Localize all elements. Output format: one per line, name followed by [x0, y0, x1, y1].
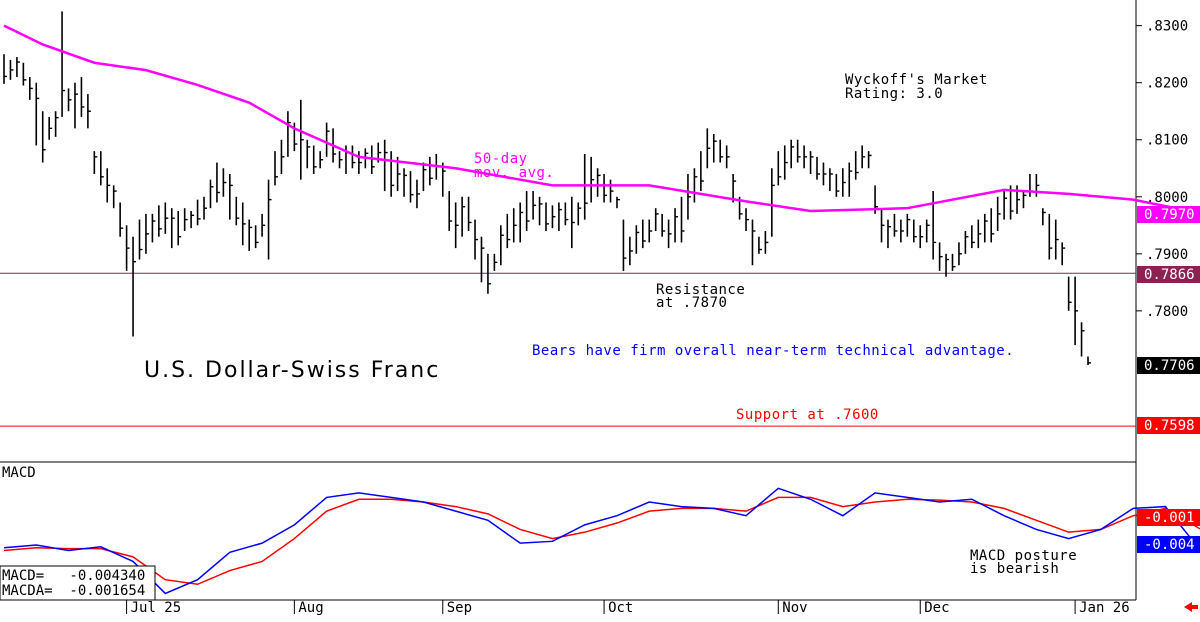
ma-price-badge: 0.7970 [1137, 206, 1200, 223]
svg-text:MACD= -0.004340: MACD= -0.004340 [2, 568, 145, 584]
svg-text:0.7866: 0.7866 [1144, 267, 1195, 283]
svg-text:MACDA= -0.001654: MACDA= -0.001654 [2, 583, 145, 599]
price-tick-label: .7900 [1146, 247, 1188, 263]
date-label: Oct [608, 600, 633, 616]
support-price-badge: 0.7598 [1137, 417, 1200, 434]
left-arrow-icon[interactable] [1184, 602, 1198, 612]
macda-line [3, 496, 1200, 586]
moving-average-line [3, 24, 1200, 215]
support-label: Support at .7600 [736, 407, 879, 423]
date-label: Jan 26 [1079, 600, 1130, 616]
svg-text:-0.004: -0.004 [1144, 537, 1195, 553]
price-tick-label: .8300 [1146, 19, 1188, 35]
ma-label-line-2: mov. avg. [474, 165, 554, 181]
price-tick-label: .8100 [1146, 133, 1188, 149]
macd-readout: MACD= -0.004340 MACDA= -0.001654 [0, 565, 156, 601]
ma-label-line-1: 50-day [474, 151, 528, 167]
date-label: Jul 25 [131, 600, 182, 616]
svg-text:0.7598: 0.7598 [1144, 418, 1195, 434]
price-tick-label: .8000 [1146, 190, 1188, 206]
date-label: Sep [447, 600, 472, 616]
resistance-label-line-2: at .7870 [656, 295, 727, 311]
svg-text:0.7706: 0.7706 [1144, 358, 1195, 374]
macd-value-badge: -0.001 [1137, 509, 1200, 526]
svg-text:-0.001: -0.001 [1144, 510, 1195, 526]
macd-annotation-line-1: MACD posture [970, 548, 1077, 564]
macda-value-badge: -0.004 [1137, 536, 1200, 553]
current-price-badge: 0.7706 [1137, 357, 1200, 374]
price-tick-label: .7800 [1146, 304, 1188, 320]
chart-title: U.S. Dollar-Swiss Franc [144, 358, 440, 383]
macd-line [3, 487, 1200, 595]
price-bars [3, 11, 1091, 366]
macd-annotation-line-2: is bearish [970, 561, 1059, 577]
rating-line-1: Wyckoff's Market [845, 72, 988, 88]
macd-panel-title: MACD [2, 465, 36, 481]
price-y-ticks: .8300 .8200 .8100 .8000 .7900 .7800 [1136, 19, 1188, 320]
date-label: Dec [924, 600, 949, 616]
x-axis-date-labels: Jul 25 Aug Sep Oct Nov Dec Jan 26 [126, 600, 1130, 616]
resistance-price-badge: 0.7866 [1137, 266, 1200, 283]
date-label: Nov [782, 600, 807, 616]
svg-text:0.7970: 0.7970 [1144, 207, 1195, 223]
bears-annotation: Bears have firm overall near-term techni… [532, 343, 1014, 359]
price-tick-label: .8200 [1146, 76, 1188, 92]
resistance-label-line-1: Resistance [656, 282, 745, 298]
date-label: Aug [298, 600, 323, 616]
rating-line-2: Rating: 3.0 [845, 86, 943, 102]
